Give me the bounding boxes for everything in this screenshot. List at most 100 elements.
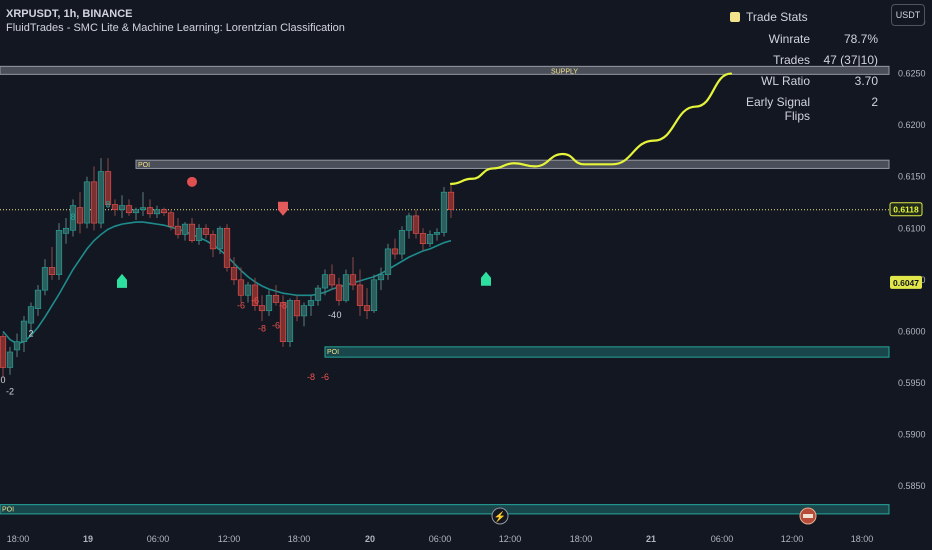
x-axis-tick-label: 18:00 [570,534,593,544]
lightning-event-glyph: ⚡ [494,510,506,523]
stat-value: 2 [871,95,878,109]
candle-body [111,204,119,210]
stat-row-wl-ratio: WL Ratio 3.70 [730,74,878,95]
candle-body [125,205,133,214]
candle-body [146,207,154,215]
x-axis-tick-label: 12:00 [781,534,804,544]
exit-signal-icon [187,176,197,187]
score-label: 8 [70,212,75,222]
candle-body [62,227,70,234]
candle-body [377,274,385,281]
candle-body [104,171,112,205]
candle-body [195,227,203,241]
candle-body [328,274,336,286]
x-axis-tick-label: 06:00 [429,534,452,544]
zone-supply [0,65,890,75]
price-tag [890,275,922,289]
x-axis-tick-label: 06:00 [147,534,170,544]
candle-body [160,209,168,214]
candle-body [167,212,175,227]
trade-stats-panel: Trade Stats Winrate 78.7% Trades 47 (37|… [730,10,878,123]
score-label: -6 [237,301,245,311]
candle-body [69,205,77,231]
x-axis-tick-label: 18:00 [7,534,30,544]
stat-label: Early Signal Flips [745,95,810,123]
candle-body [0,336,7,368]
x-axis-tick-label: 18:00 [851,534,874,544]
candle-body [342,274,350,301]
sell-signal-icon [278,201,288,216]
candle-body [90,181,98,224]
candle-body [426,234,434,245]
candle-body [356,284,364,306]
candle-body [321,274,329,289]
candle-body [20,320,28,342]
candle-body [223,227,231,268]
candle-body [6,351,14,368]
candle-body [349,274,357,286]
candle-body [335,284,343,301]
y-axis-tick-label: 0.6000 [898,326,926,336]
candle-body [300,305,308,317]
zone-label: POI [138,162,150,169]
candle-body [48,267,56,275]
stat-label: WL Ratio [761,74,810,88]
y-axis-tick-label: 0.6150 [898,172,926,182]
y-axis-tick-label: 0.5850 [898,481,926,491]
candle-body [97,171,105,224]
candle-body [202,227,210,235]
x-axis-tick-label: 20 [365,534,375,544]
candle-body [272,294,280,303]
y-axis-tick-label: 0.6200 [898,120,926,130]
candle-body [293,300,301,317]
stat-row-winrate: Winrate 78.7% [730,32,878,53]
candle-body [237,279,245,296]
candle-body [398,230,406,255]
candle-body [55,230,63,275]
candle-body [139,207,147,210]
candle-body [307,300,315,306]
candle-body [384,248,392,275]
candle-body [391,248,399,255]
candle-body [216,227,224,250]
flag-stripe [803,514,813,518]
price-tag-label: 0.6118 [893,205,919,215]
price-tag-label: 0.6047 [893,278,919,288]
x-axis-tick-label: 12:00 [499,534,522,544]
lightning-event-icon [491,507,509,525]
indicator-title: FluidTrades - SMC Lite & Machine Learnin… [6,22,345,34]
candle-body [314,287,322,301]
score-label: -8 [258,323,266,333]
y-axis-tick-label: 0.6250 [898,69,926,79]
candle-body [83,181,91,224]
candle-body [188,223,196,241]
stat-row-early-flips: Early Signal Flips 2 [730,95,878,123]
score-label: -8 [279,301,287,311]
candle-body [370,279,378,312]
zone-label: SUPPLY [551,68,578,75]
score-label: -6 [272,320,280,330]
score-label: 8 [105,200,110,210]
score-label: 2 [28,329,33,339]
x-axis-tick-label: 12:00 [218,534,241,544]
candle-body [251,284,259,306]
score-label: 0 [336,310,341,320]
currency-button[interactable]: USDT [891,4,925,26]
candle-body [209,234,217,250]
price-tag [889,202,923,217]
x-axis-tick-label: 19 [83,534,93,544]
y-axis-tick-label: 0.5950 [898,378,926,388]
candle-body [286,300,294,342]
x-axis-tick-label: 06:00 [711,534,734,544]
stat-label: Winrate [768,32,810,46]
zone-label: POI [2,507,14,514]
stat-value: 3.70 [854,74,878,88]
y-axis-tick-label: 0.5900 [898,430,926,440]
candle-body [258,305,266,312]
candle-body [265,294,273,312]
candle-body [244,284,252,296]
candle-body [230,267,238,281]
score-label: 0 [0,375,5,385]
trade-stats-swatch-icon [730,12,740,22]
